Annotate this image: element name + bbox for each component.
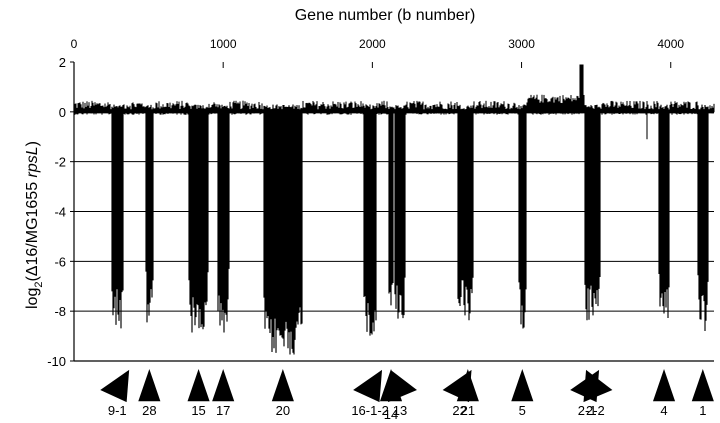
marker-label: 15 — [191, 403, 205, 418]
y-label-italic: rpsL — [24, 146, 41, 177]
y-label-sub: 2 — [33, 282, 45, 288]
marker-triangle — [100, 369, 130, 403]
marker-label: 9-1 — [108, 403, 127, 418]
marker-label: 14 — [384, 407, 398, 422]
x-tick-label: 4000 — [657, 37, 684, 51]
marker-triangle — [511, 369, 534, 402]
marker-triangle — [691, 369, 714, 402]
y-tick-label: -6 — [54, 254, 66, 269]
marker-label: 21 — [461, 403, 475, 418]
x-tick-label: 3000 — [508, 37, 535, 51]
x-tick-label: 2000 — [359, 37, 386, 51]
x-tick-label: 1000 — [210, 37, 237, 51]
marker-triangle — [583, 369, 613, 403]
marker-triangle — [212, 369, 235, 402]
marker-label: 22 — [452, 403, 466, 418]
y-axis-label: log2(Δ16/MG1655 rpsL) — [24, 141, 45, 309]
marker-triangle — [271, 369, 294, 402]
x-tick-label: 0 — [71, 37, 78, 51]
marker-label: 5 — [519, 403, 526, 418]
marker-label: 28 — [142, 403, 156, 418]
marker-label: 4 — [660, 403, 667, 418]
y-tick-labels: 2 0 -2 -4 -6 -8 -10 — [47, 55, 66, 369]
marker-triangle — [388, 369, 417, 403]
marker-triangle — [353, 369, 383, 403]
marker-triangle — [652, 369, 676, 402]
y-tick-label: 2 — [59, 55, 66, 70]
x-tick-labels: 0 1000 2000 3000 4000 — [71, 37, 685, 51]
marker-triangle — [187, 369, 210, 402]
y-tick-label: -8 — [54, 304, 66, 319]
y-label-mid: (Δ16/MG1655 — [24, 177, 41, 281]
chart-title: Gene number (b number) — [295, 7, 476, 24]
marker-label: 20 — [276, 403, 290, 418]
grid-lines — [74, 111, 714, 312]
marker-label: 16-1-2 — [351, 403, 389, 418]
marker-label: 2-2 — [586, 403, 605, 418]
y-label-pre: log — [24, 288, 41, 309]
marker-label: 2-1 — [578, 403, 597, 418]
marker-triangle — [138, 369, 161, 402]
axes — [70, 61, 714, 362]
y-label-post: ) — [24, 141, 41, 146]
marker-label: 17 — [216, 403, 230, 418]
y-tick-label: -10 — [47, 354, 66, 369]
y-tick-label: -4 — [54, 205, 66, 220]
y-tick-label: 0 — [59, 105, 66, 120]
y-tick-label: -2 — [54, 155, 66, 170]
marker-label: 13 — [393, 403, 407, 418]
marker-triangle — [456, 369, 479, 402]
marker-label: 1 — [699, 403, 706, 418]
